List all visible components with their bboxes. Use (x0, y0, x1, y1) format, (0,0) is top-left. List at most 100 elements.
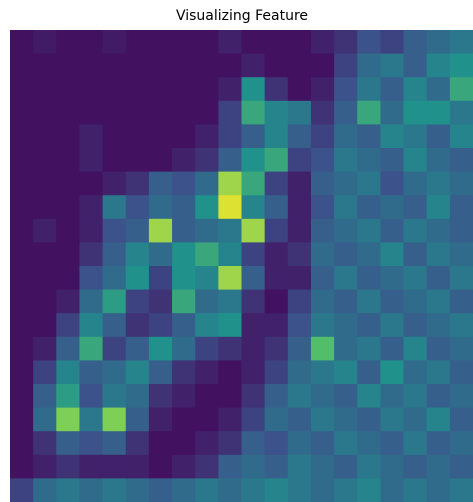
heatmap-cell (288, 455, 312, 479)
heatmap-cell (357, 360, 381, 384)
heatmap-cell (33, 148, 57, 172)
heatmap-cell (56, 290, 80, 314)
heatmap-cell (56, 101, 80, 125)
heatmap-cell (10, 290, 34, 314)
heatmap-cell (149, 148, 173, 172)
heatmap-cell (33, 313, 57, 337)
heatmap-cell (56, 195, 80, 219)
heatmap-cell (450, 313, 473, 337)
heatmap-cell (265, 313, 289, 337)
heatmap-cell (149, 54, 173, 78)
heatmap-cell (450, 30, 473, 54)
heatmap-cell (450, 148, 473, 172)
heatmap-cell (172, 124, 196, 148)
heatmap-cell (172, 54, 196, 78)
heatmap-cell (450, 360, 473, 384)
heatmap-cell (10, 101, 34, 125)
heatmap-cell (450, 242, 473, 266)
heatmap-cell (404, 408, 428, 432)
heatmap-cell (218, 431, 242, 455)
heatmap-cell (288, 408, 312, 432)
heatmap-cell (450, 337, 473, 361)
heatmap-cell (288, 101, 312, 125)
heatmap-cell (79, 408, 103, 432)
heatmap-cell (427, 266, 451, 290)
heatmap-cell (103, 148, 127, 172)
heatmap-cell (126, 124, 150, 148)
heatmap-cell (56, 408, 80, 432)
page: {"chart_data": {"type": "heatmap", "titl… (0, 0, 473, 502)
heatmap-cell (218, 337, 242, 361)
heatmap-cell (126, 172, 150, 196)
heatmap-cell (311, 172, 335, 196)
heatmap-cell (242, 77, 266, 101)
heatmap-cell (10, 172, 34, 196)
heatmap-cell (311, 195, 335, 219)
heatmap-cell (172, 195, 196, 219)
heatmap-cell (195, 195, 219, 219)
heatmap-cell (380, 219, 404, 243)
heatmap-cell (288, 337, 312, 361)
heatmap-cell (265, 54, 289, 78)
heatmap-cell (195, 124, 219, 148)
heatmap-cell (288, 266, 312, 290)
heatmap-cell (218, 54, 242, 78)
heatmap-cell (288, 313, 312, 337)
heatmap-cell (450, 431, 473, 455)
heatmap-cell (265, 384, 289, 408)
heatmap-cell (33, 337, 57, 361)
heatmap-cell (149, 431, 173, 455)
heatmap-cell (242, 313, 266, 337)
heatmap-cell (172, 313, 196, 337)
heatmap-cell (427, 30, 451, 54)
heatmap-cell (404, 101, 428, 125)
heatmap-cell (404, 77, 428, 101)
heatmap-cell (334, 384, 358, 408)
heatmap-cell (311, 124, 335, 148)
heatmap-cell (195, 266, 219, 290)
heatmap-cell (288, 384, 312, 408)
heatmap-cell (10, 54, 34, 78)
heatmap-cell (10, 195, 34, 219)
heatmap-cell (195, 172, 219, 196)
heatmap-cell (149, 266, 173, 290)
heatmap-cell (357, 219, 381, 243)
heatmap-cell (404, 455, 428, 479)
heatmap-cell (427, 384, 451, 408)
heatmap-cell (172, 148, 196, 172)
heatmap-cell (404, 54, 428, 78)
heatmap-cell (126, 360, 150, 384)
heatmap-cell (334, 124, 358, 148)
heatmap-cell (126, 30, 150, 54)
heatmap-cell (126, 455, 150, 479)
heatmap-cell (126, 313, 150, 337)
heatmap-cell (311, 384, 335, 408)
heatmap-cell (33, 360, 57, 384)
heatmap-cell (265, 101, 289, 125)
heatmap-cell (242, 431, 266, 455)
heatmap-cell (357, 290, 381, 314)
heatmap-cell (10, 77, 34, 101)
heatmap-cell (427, 101, 451, 125)
heatmap-cell (10, 242, 34, 266)
heatmap-cell (33, 290, 57, 314)
heatmap-cell (427, 313, 451, 337)
heatmap-cell (195, 290, 219, 314)
heatmap-cell (242, 195, 266, 219)
heatmap-cell (357, 408, 381, 432)
heatmap-cell (218, 101, 242, 125)
heatmap-cell (149, 384, 173, 408)
heatmap-cell (10, 124, 34, 148)
heatmap-cell (288, 77, 312, 101)
heatmap-cell (357, 266, 381, 290)
heatmap-cell (334, 455, 358, 479)
heatmap-cell (172, 431, 196, 455)
heatmap-cell (172, 455, 196, 479)
heatmap-cell (33, 195, 57, 219)
heatmap-cell (380, 242, 404, 266)
heatmap-cell (242, 384, 266, 408)
heatmap-cell (380, 431, 404, 455)
heatmap-cell (103, 313, 127, 337)
heatmap-cell (218, 219, 242, 243)
heatmap-cell (126, 242, 150, 266)
